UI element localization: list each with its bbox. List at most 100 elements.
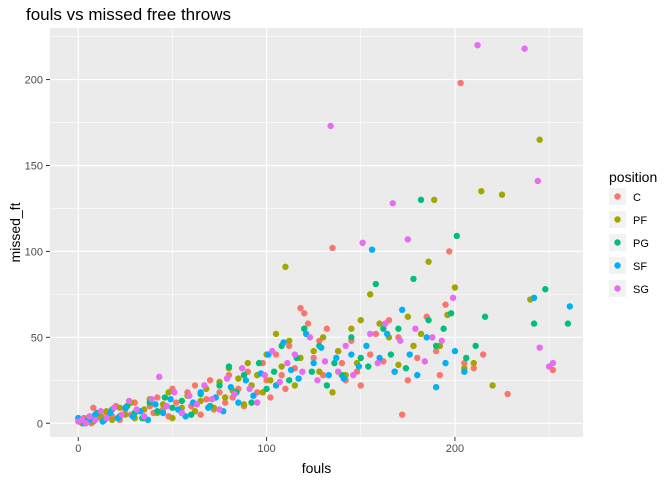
x-axis: 0 100 200 — [75, 437, 464, 455]
data-point-sg — [397, 337, 404, 344]
data-point-sf — [398, 306, 406, 314]
data-point-sg — [140, 413, 148, 420]
data-point-pf — [425, 258, 432, 265]
y-tick-label: 150 — [25, 160, 43, 172]
data-point-pg — [216, 382, 223, 389]
data-point-pg — [402, 365, 410, 372]
data-point-pf — [169, 414, 176, 422]
data-point-sg — [156, 373, 163, 381]
legend-item-label: SF — [633, 261, 647, 273]
data-point-sg — [163, 402, 170, 410]
y-tick-label: 100 — [25, 246, 43, 258]
data-point-pf — [334, 347, 342, 355]
data-point-sf — [451, 347, 459, 355]
x-axis-label: fouls — [302, 460, 332, 476]
data-point-c — [338, 359, 346, 367]
data-point-sg — [92, 416, 99, 424]
data-point-sg — [327, 122, 334, 130]
data-point-pf — [116, 404, 123, 411]
data-point-sf — [159, 409, 167, 417]
data-point-pf — [240, 401, 248, 408]
data-point-pg — [463, 354, 470, 362]
data-point-c — [442, 301, 449, 308]
data-point-sf — [383, 330, 391, 338]
data-points — [75, 41, 574, 427]
data-point-sg — [253, 399, 261, 406]
data-point-pg — [410, 275, 417, 283]
data-point-c — [221, 399, 229, 406]
data-point-c — [357, 382, 364, 389]
y-tick-label: 200 — [25, 75, 43, 87]
data-point-sg — [171, 389, 178, 396]
data-point-sf — [391, 368, 398, 375]
data-point-sf — [280, 339, 287, 346]
data-point-pg — [225, 363, 233, 370]
data-point-pf — [498, 191, 506, 198]
data-point-sg — [350, 371, 357, 379]
data-point-pg — [308, 368, 315, 375]
data-point-pf — [404, 313, 412, 320]
data-point-c — [90, 404, 97, 411]
data-point-sf — [122, 404, 129, 411]
data-point-c — [470, 365, 477, 372]
data-point-c — [203, 395, 210, 403]
data-point-c — [372, 330, 380, 338]
data-point-sf — [325, 371, 332, 379]
data-point-pg — [417, 196, 425, 204]
data-point-c — [191, 382, 199, 389]
data-point-sg — [521, 45, 528, 52]
data-point-sg — [299, 368, 306, 375]
data-point-pg — [357, 354, 364, 362]
data-point-sf — [318, 344, 325, 351]
major-gridlines — [50, 28, 583, 437]
data-point-sg — [366, 330, 374, 338]
data-point-sg — [429, 334, 436, 341]
data-point-sg — [321, 358, 329, 365]
data-point-sf — [566, 303, 574, 310]
data-point-sf — [363, 342, 370, 350]
data-point-sg — [261, 371, 268, 379]
legend-key-dot — [614, 216, 621, 223]
data-point-sg — [284, 359, 291, 367]
data-point-sf — [235, 399, 242, 406]
data-point-c — [366, 351, 374, 358]
data-point-pg — [255, 359, 263, 367]
data-point-pg — [564, 320, 572, 327]
data-point-pf — [165, 389, 172, 396]
data-point-c — [504, 390, 511, 398]
data-point-sg — [110, 404, 118, 411]
data-point-pg — [425, 316, 432, 324]
data-point-c — [282, 385, 289, 393]
data-point-sg — [186, 392, 193, 399]
data-point-pg — [542, 286, 549, 293]
legend-key-dot — [614, 193, 621, 200]
data-point-sg — [438, 337, 445, 344]
data-point-sg — [118, 411, 125, 418]
data-point-pf — [316, 368, 323, 375]
data-point-sf — [205, 404, 212, 411]
data-point-pf — [267, 377, 274, 384]
data-point-pf — [348, 325, 355, 332]
data-point-sf — [333, 354, 340, 362]
data-point-sg — [276, 378, 283, 386]
data-point-sg — [193, 401, 201, 408]
data-point-sg — [148, 395, 155, 403]
data-point-pg — [331, 359, 338, 367]
data-point-pf — [478, 188, 485, 195]
data-point-pf — [329, 389, 336, 396]
data-point-pg — [481, 313, 489, 320]
data-point-c — [301, 310, 308, 317]
data-point-pg — [365, 363, 372, 370]
data-point-c — [461, 359, 468, 367]
data-point-pf — [489, 382, 496, 389]
legend-key-dot — [614, 285, 621, 292]
data-point-sf — [227, 383, 235, 391]
legend-item-sf: SF — [609, 257, 647, 274]
data-point-c — [285, 342, 293, 350]
data-point-sg — [291, 351, 299, 358]
data-point-sf — [461, 368, 468, 375]
y-tick-label: 50 — [31, 332, 43, 344]
data-point-sg — [449, 294, 457, 302]
data-point-sg — [306, 334, 314, 341]
legend-item-label: PG — [633, 238, 649, 250]
